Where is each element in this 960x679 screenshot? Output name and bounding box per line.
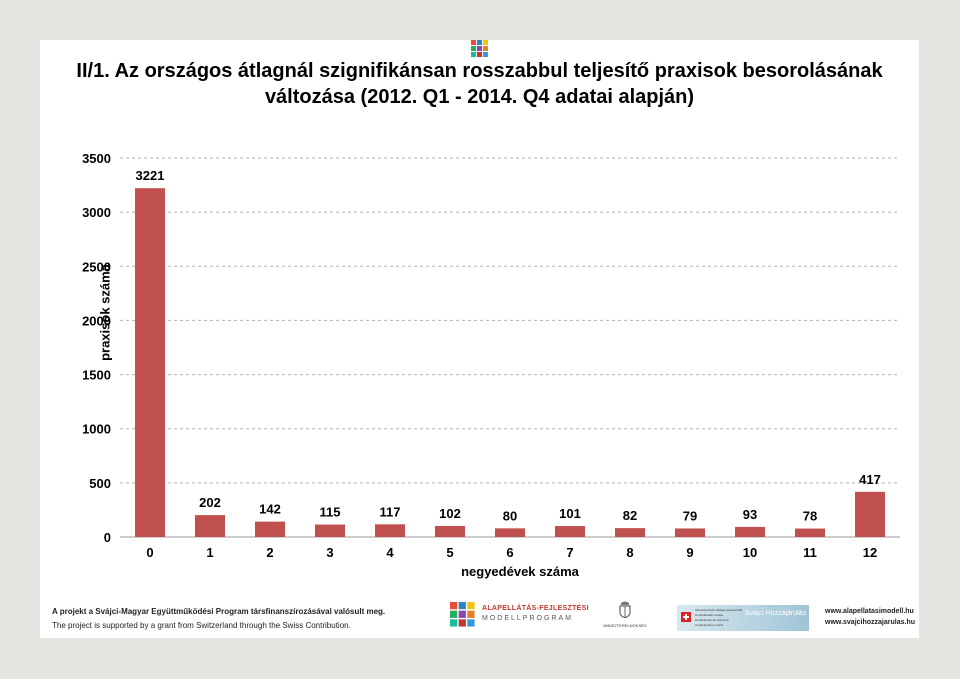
data-label: 102 xyxy=(439,506,461,521)
x-tick-label: 9 xyxy=(686,545,693,560)
program-name-sub: MODELLPROGRAM xyxy=(482,615,573,622)
title-line-1: II/1. Az országos átlagnál szignifikánsa… xyxy=(76,60,883,82)
page-title: II/1. Az országos átlagnál szignifikánsa… xyxy=(40,58,919,110)
swiss-flag-icon xyxy=(681,612,691,622)
data-label: 202 xyxy=(199,495,221,510)
data-label: 79 xyxy=(683,508,697,523)
footer-url-2[interactable]: www.svajcihozzajarulas.hu xyxy=(825,619,915,626)
bar-chart: 0500100015002000250030003500322102021142… xyxy=(82,151,900,560)
x-tick-label: 6 xyxy=(506,545,513,560)
data-label: 117 xyxy=(380,504,401,519)
bar xyxy=(795,528,825,537)
x-tick-label: 7 xyxy=(566,545,573,560)
x-tick-label: 4 xyxy=(386,545,394,560)
data-label: 80 xyxy=(503,508,517,523)
x-tick-label: 3 xyxy=(326,545,333,560)
y-axis-label: praxisok száma xyxy=(97,264,113,361)
x-tick-label: 8 xyxy=(626,545,633,560)
swiss-confederation-text: Schweizerische Eidgenossenschaft Confédé… xyxy=(695,608,743,627)
bar xyxy=(555,526,585,537)
bar xyxy=(735,526,765,537)
data-label: 93 xyxy=(743,507,757,522)
data-label: 78 xyxy=(803,509,817,524)
bar xyxy=(435,525,465,537)
data-label: 115 xyxy=(320,505,341,520)
footer-line-2: The project is supported by a grant from… xyxy=(52,621,351,630)
x-tick-label: 0 xyxy=(146,545,153,560)
y-tick-label: 1000 xyxy=(82,422,111,437)
bar xyxy=(255,521,285,537)
data-label: 142 xyxy=(259,502,281,517)
y-tick-label: 3500 xyxy=(82,151,111,166)
y-tick-label: 3000 xyxy=(82,205,111,220)
bar xyxy=(615,528,645,537)
footer-line-1: A projekt a Svájci-Magyar Együttműködési… xyxy=(52,607,386,616)
slide: II/1. Az országos átlagnál szignifikánsa… xyxy=(40,40,919,638)
bar xyxy=(495,528,525,537)
y-tick-label: 0 xyxy=(104,530,111,545)
data-label: 417 xyxy=(859,472,881,487)
x-axis-label: negyedévek száma xyxy=(461,564,579,579)
program-logo-footer-icon xyxy=(450,602,475,627)
y-tick-label: 500 xyxy=(89,476,111,491)
footer-text: A projekt a Svájci-Magyar Együttműködési… xyxy=(52,605,385,633)
program-logo-icon xyxy=(471,40,488,57)
y-tick-label: 2500 xyxy=(82,259,111,274)
footer-url-1[interactable]: www.alapellatasimodell.hu xyxy=(825,608,914,615)
y-tick-label: 1500 xyxy=(82,368,111,383)
footer-urls: www.alapellatasimodell.hu www.svajcihozz… xyxy=(825,606,915,628)
x-tick-label: 5 xyxy=(446,545,453,560)
bar xyxy=(375,524,405,537)
bar xyxy=(675,528,705,537)
bar xyxy=(855,491,885,537)
y-tick-label: 2000 xyxy=(82,313,111,328)
bar xyxy=(315,524,345,537)
bar xyxy=(135,188,165,537)
data-label: 3221 xyxy=(136,168,165,183)
x-tick-label: 10 xyxy=(743,545,757,560)
x-tick-label: 11 xyxy=(803,545,817,560)
coat-of-arms-icon xyxy=(619,601,631,618)
ministry-name: MINISZTERELNÖKSÉG xyxy=(603,623,647,628)
data-label: 101 xyxy=(559,506,581,521)
swiss-contribution-logo: Schweizerische Eidgenossenschaft Confédé… xyxy=(677,605,809,631)
x-tick-label: 1 xyxy=(206,545,213,560)
bar xyxy=(195,515,225,537)
swiss-contribution-name: Svájci Hozzájárulás xyxy=(745,610,807,617)
title-line-2: változása (2012. Q1 - 2014. Q4 adatai al… xyxy=(264,86,695,108)
ministry-logo: MINISZTERELNÖKSÉG xyxy=(600,600,650,628)
data-label: 82 xyxy=(623,508,637,523)
footer: A projekt a Svájci-Magyar Együttműködési… xyxy=(40,596,919,638)
x-tick-label: 12 xyxy=(863,545,877,560)
program-name: ALAPELLÁTÁS-FEJLESZTÉSI MODELLPROGRAM xyxy=(482,604,589,624)
program-name-main: ALAPELLÁTÁS-FEJLESZTÉSI xyxy=(482,605,589,612)
x-tick-label: 2 xyxy=(266,545,273,560)
